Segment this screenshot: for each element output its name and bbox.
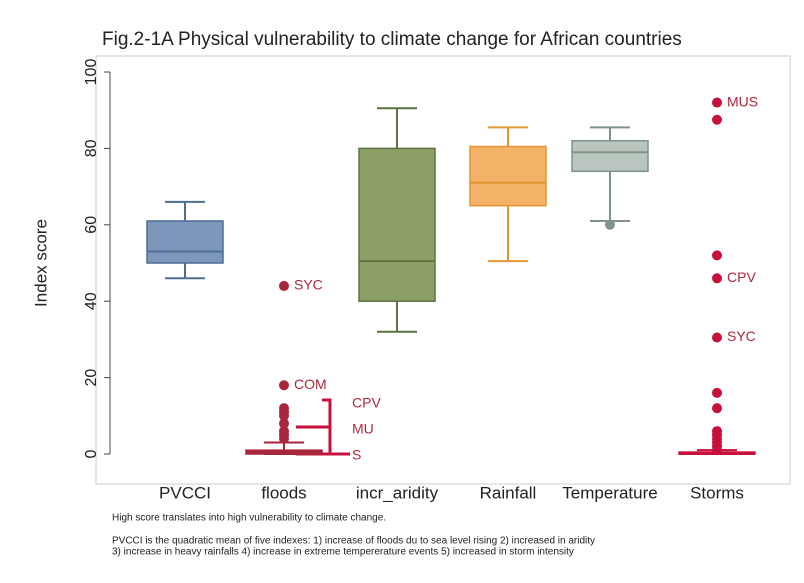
- note: 3) increase in heavy rainfalls 4) increa…: [112, 547, 574, 558]
- box: [358, 147, 436, 302]
- y-tick-label: 40: [83, 292, 100, 310]
- bracket-label: CPV: [352, 395, 381, 411]
- outlier: [279, 410, 289, 421]
- y-axis-label: Index score: [31, 219, 50, 307]
- outlier-label: SYC: [727, 328, 756, 344]
- y-tick-label: 20: [83, 369, 100, 387]
- note: PVCCI is the quadratic mean of five inde…: [112, 536, 595, 547]
- outlier: [712, 250, 722, 261]
- y-tick-label: 0: [83, 449, 100, 458]
- x-tick-label: PVCCI: [159, 483, 211, 502]
- outlier: [279, 380, 289, 391]
- outlier: [712, 97, 722, 108]
- outlier: [279, 418, 289, 429]
- outlier-label: COM: [294, 376, 327, 392]
- y-tick-label: 100: [83, 59, 100, 86]
- x-tick-label: Rainfall: [480, 483, 537, 502]
- outlier: [279, 280, 289, 291]
- outlier: [279, 433, 289, 444]
- box: [146, 220, 224, 264]
- outlier: [712, 445, 722, 456]
- box: [571, 140, 649, 173]
- outlier: [712, 332, 722, 343]
- x-tick-label: Temperature: [562, 483, 657, 502]
- bracket-label: S: [352, 447, 361, 463]
- x-tick-label: incr_aridity: [356, 483, 439, 502]
- x-tick-label: Storms: [690, 483, 744, 502]
- outlier: [712, 114, 722, 125]
- outlier: [712, 273, 722, 284]
- outlier-label: SYC: [294, 277, 323, 293]
- box: [469, 145, 547, 207]
- outlier: [712, 387, 722, 398]
- chart-title: Fig.2-1A Physical vulnerability to clima…: [102, 29, 682, 50]
- outlier-label: CPV: [727, 269, 756, 285]
- y-tick-label: 80: [83, 139, 100, 157]
- outlier: [712, 403, 722, 414]
- plot-frame: [95, 55, 791, 485]
- x-tick-label: floods: [261, 483, 306, 502]
- note: High score translates into high vulnerab…: [112, 513, 386, 524]
- bracket-label: MU: [352, 421, 374, 437]
- outlier-label: MUS: [727, 93, 758, 109]
- y-tick-label: 60: [83, 216, 100, 234]
- outlier: [605, 219, 615, 230]
